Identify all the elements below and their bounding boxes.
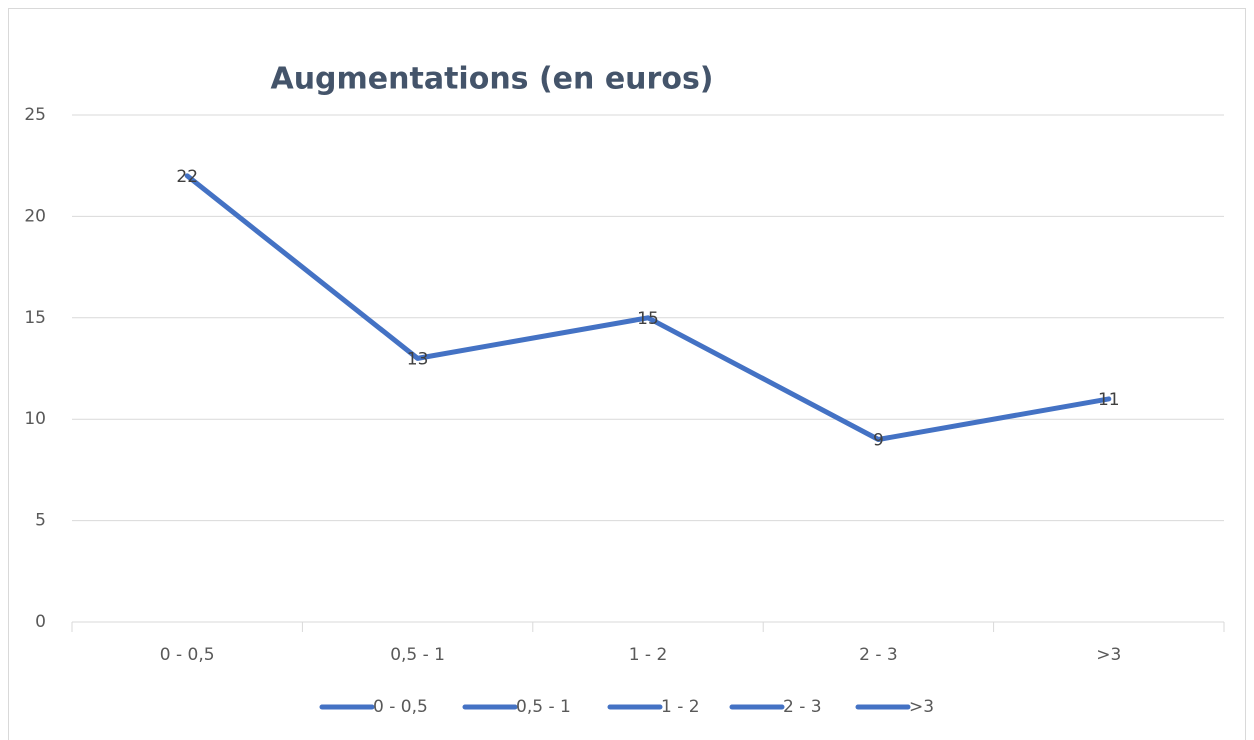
line [184, 173, 1112, 442]
y-tick-label: 0 [35, 612, 46, 632]
data-label: 22 [176, 167, 198, 187]
chart-title: Augmentations (en euros) [270, 62, 713, 97]
x-tick-label: 0,5 - 1 [390, 645, 445, 665]
y-tick-label: 10 [24, 409, 46, 429]
y-tick-label: 15 [24, 308, 46, 328]
legend-label: 0,5 - 1 [516, 697, 571, 717]
data-label: 13 [407, 349, 429, 369]
x-tick-label: 2 - 3 [859, 645, 898, 665]
y-tick-label: 25 [24, 105, 46, 125]
data-label: 9 [873, 430, 884, 450]
data-label: 11 [1098, 390, 1120, 410]
y-tick-label: 20 [24, 206, 46, 226]
y-tick-label: 5 [35, 511, 46, 531]
legend-label: >3 [909, 697, 934, 717]
data-label: 15 [637, 309, 659, 329]
x-tick-label: 0 - 0,5 [160, 645, 215, 665]
chart-border [8, 8, 1246, 740]
x-tick-label: >3 [1096, 645, 1121, 665]
legend-label: 2 - 3 [783, 697, 822, 717]
legend-label: 0 - 0,5 [373, 697, 428, 717]
x-tick-label: 1 - 2 [629, 645, 668, 665]
legend-label: 1 - 2 [661, 697, 700, 717]
